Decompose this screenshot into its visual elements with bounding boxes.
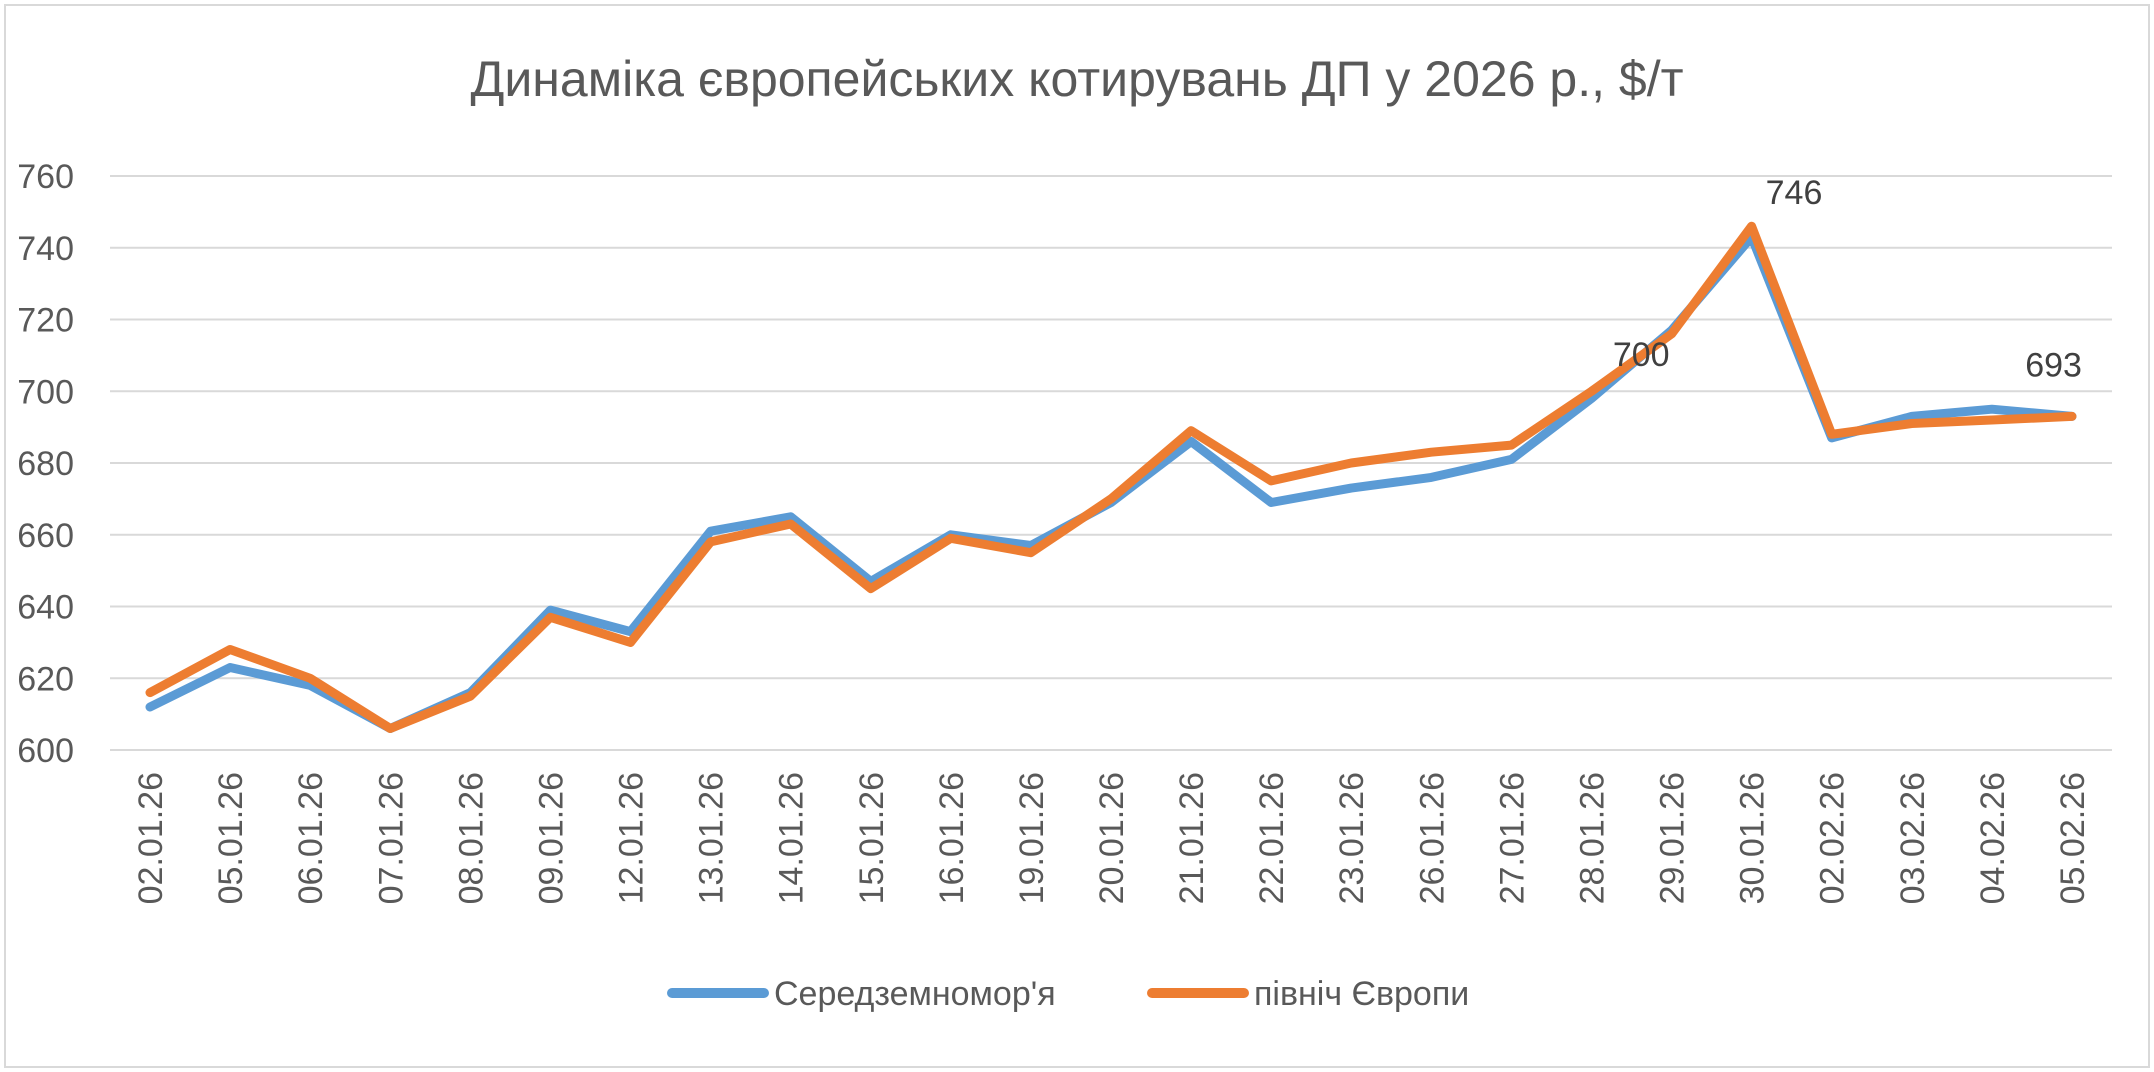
x-tick-label: 23.01.26 — [1333, 772, 1371, 904]
x-tick-label: 21.01.26 — [1173, 772, 1211, 904]
x-tick-label: 14.01.26 — [773, 772, 811, 904]
x-tick-label: 02.01.26 — [132, 772, 170, 904]
x-tick-label: 27.01.26 — [1493, 772, 1531, 904]
y-tick-label: 600 — [17, 732, 74, 770]
x-tick-label: 02.02.26 — [1814, 772, 1852, 904]
y-tick-label: 720 — [17, 302, 74, 340]
x-tick-label: 26.01.26 — [1413, 772, 1451, 904]
x-tick-label: 05.01.26 — [212, 772, 250, 904]
x-tick-label: 12.01.26 — [613, 772, 651, 904]
x-tick-label: 05.02.26 — [2054, 772, 2092, 904]
y-tick-label: 680 — [17, 445, 74, 483]
x-tick-label: 06.01.26 — [292, 772, 330, 904]
x-tick-label: 22.01.26 — [1253, 772, 1291, 904]
x-tick-label: 30.01.26 — [1734, 772, 1772, 904]
series-line-1 — [145, 221, 2077, 733]
y-tick-label: 620 — [17, 660, 74, 698]
x-tick-label: 03.02.26 — [1894, 772, 1932, 904]
y-tick-label: 700 — [17, 373, 74, 411]
gridlines — [110, 175, 2112, 751]
data-label: 693 — [2025, 346, 2082, 384]
data-label: 746 — [1766, 174, 1823, 212]
legend-label-1: північ Європи — [1254, 975, 1469, 1013]
legend: Середземномор'я північ Європи — [667, 975, 1469, 1013]
x-axis-ticks: 02.01.26 05.01.26 06.01.26 07.01.26 08.01.26… — [132, 772, 2092, 904]
x-tick-label: 20.01.26 — [1093, 772, 1131, 904]
y-tick-label: 740 — [17, 230, 74, 268]
chart-frame — [4, 4, 2150, 1068]
series-lines — [145, 221, 2077, 733]
x-tick-label: 07.01.26 — [372, 772, 410, 904]
y-tick-label: 640 — [17, 589, 74, 627]
y-tick-label: 760 — [17, 158, 74, 196]
x-tick-label: 08.01.26 — [452, 772, 490, 904]
legend-label-0: Середземномор'я — [774, 975, 1056, 1013]
y-axis-ticks: 600 620 640 660 680 700 720 740 760 — [17, 158, 74, 770]
data-label: 700 — [1613, 336, 1670, 374]
x-tick-label: 16.01.26 — [933, 772, 971, 904]
x-tick-label: 09.01.26 — [532, 772, 570, 904]
x-tick-label: 15.01.26 — [853, 772, 891, 904]
x-tick-label: 29.01.26 — [1654, 772, 1692, 904]
x-tick-label: 13.01.26 — [693, 772, 731, 904]
x-tick-label: 19.01.26 — [1013, 772, 1051, 904]
y-tick-label: 660 — [17, 517, 74, 555]
x-tick-label: 04.02.26 — [1974, 772, 2012, 904]
chart-title: Динаміка європейських котирувань ДП у 20… — [471, 51, 1684, 107]
x-tick-label: 28.01.26 — [1573, 772, 1611, 904]
data-labels: 700 746 693 — [1613, 174, 2082, 384]
